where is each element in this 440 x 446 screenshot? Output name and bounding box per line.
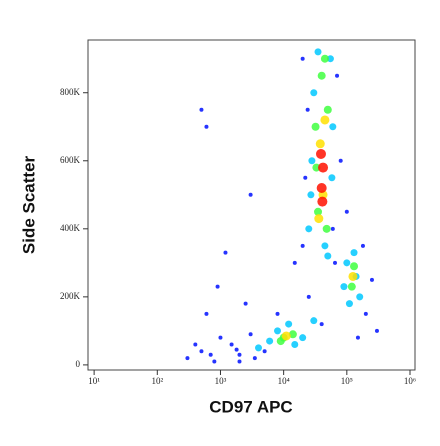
point bbox=[266, 337, 274, 345]
point bbox=[330, 226, 335, 231]
y-axis-label: Side Scatter bbox=[19, 155, 38, 254]
y-tick-label: 200K bbox=[60, 291, 81, 301]
point bbox=[329, 123, 337, 131]
point bbox=[218, 335, 223, 340]
point bbox=[212, 359, 217, 364]
point bbox=[292, 260, 297, 265]
point bbox=[323, 105, 332, 114]
point bbox=[305, 225, 313, 233]
y-tick-label: 0 bbox=[76, 359, 81, 369]
point bbox=[305, 107, 310, 112]
point bbox=[374, 328, 379, 333]
point bbox=[318, 162, 329, 173]
point bbox=[338, 158, 343, 163]
point bbox=[308, 157, 316, 165]
point bbox=[314, 207, 323, 216]
point bbox=[356, 293, 364, 301]
x-tick-label: 10⁴ bbox=[278, 376, 290, 386]
x-tick-label: 10² bbox=[151, 376, 163, 386]
point bbox=[316, 182, 327, 193]
point bbox=[199, 349, 204, 354]
point bbox=[281, 331, 291, 341]
point bbox=[315, 139, 325, 149]
point bbox=[322, 224, 331, 233]
point bbox=[243, 301, 248, 306]
point bbox=[303, 175, 308, 180]
y-tick-label: 400K bbox=[60, 223, 81, 233]
point bbox=[306, 294, 311, 299]
point bbox=[345, 300, 353, 308]
point bbox=[288, 330, 297, 339]
point bbox=[343, 259, 351, 267]
point bbox=[237, 352, 242, 357]
point bbox=[299, 334, 307, 342]
point bbox=[360, 243, 365, 248]
point bbox=[307, 191, 315, 199]
point bbox=[275, 311, 280, 316]
point bbox=[248, 332, 253, 337]
y-tick-label: 600K bbox=[60, 155, 81, 165]
point bbox=[204, 124, 209, 129]
point bbox=[320, 115, 330, 125]
point bbox=[248, 192, 253, 197]
point bbox=[300, 56, 305, 61]
point bbox=[208, 352, 213, 357]
point bbox=[344, 209, 349, 214]
point bbox=[193, 342, 198, 347]
point bbox=[291, 340, 299, 348]
point bbox=[317, 196, 328, 207]
point bbox=[326, 55, 334, 63]
x-tick-label: 10⁶ bbox=[404, 376, 416, 386]
x-tick-label: 10¹ bbox=[88, 376, 100, 386]
point bbox=[234, 347, 239, 352]
point bbox=[185, 356, 190, 361]
point bbox=[255, 344, 263, 352]
point bbox=[321, 242, 329, 250]
point bbox=[215, 284, 220, 289]
point bbox=[324, 252, 332, 260]
point bbox=[335, 73, 340, 78]
point bbox=[237, 359, 242, 364]
point bbox=[199, 107, 204, 112]
point bbox=[348, 271, 358, 281]
point bbox=[363, 311, 368, 316]
point bbox=[300, 243, 305, 248]
plot-frame bbox=[87, 39, 416, 371]
x-tick-label: 10³ bbox=[215, 376, 227, 386]
point bbox=[310, 317, 318, 325]
x-tick-label: 10⁵ bbox=[341, 376, 353, 386]
point bbox=[314, 214, 324, 224]
point bbox=[252, 356, 257, 361]
point bbox=[311, 122, 320, 131]
point bbox=[317, 71, 326, 80]
point bbox=[315, 148, 326, 159]
x-axis-label: CD97 APC bbox=[209, 397, 292, 416]
point bbox=[347, 282, 356, 291]
point bbox=[319, 322, 324, 327]
point bbox=[320, 54, 329, 63]
point bbox=[355, 335, 360, 340]
point bbox=[276, 337, 285, 346]
point bbox=[229, 342, 234, 347]
point bbox=[350, 262, 359, 271]
point bbox=[314, 48, 322, 56]
point bbox=[328, 174, 336, 182]
point bbox=[333, 260, 338, 265]
point bbox=[350, 249, 358, 257]
point bbox=[204, 311, 209, 316]
point bbox=[310, 89, 318, 97]
point bbox=[312, 163, 321, 172]
y-tick-label: 800K bbox=[60, 87, 81, 97]
point bbox=[223, 250, 228, 255]
point bbox=[369, 277, 374, 282]
point bbox=[262, 349, 267, 354]
point bbox=[340, 283, 348, 291]
point bbox=[274, 327, 282, 335]
point bbox=[285, 320, 293, 328]
